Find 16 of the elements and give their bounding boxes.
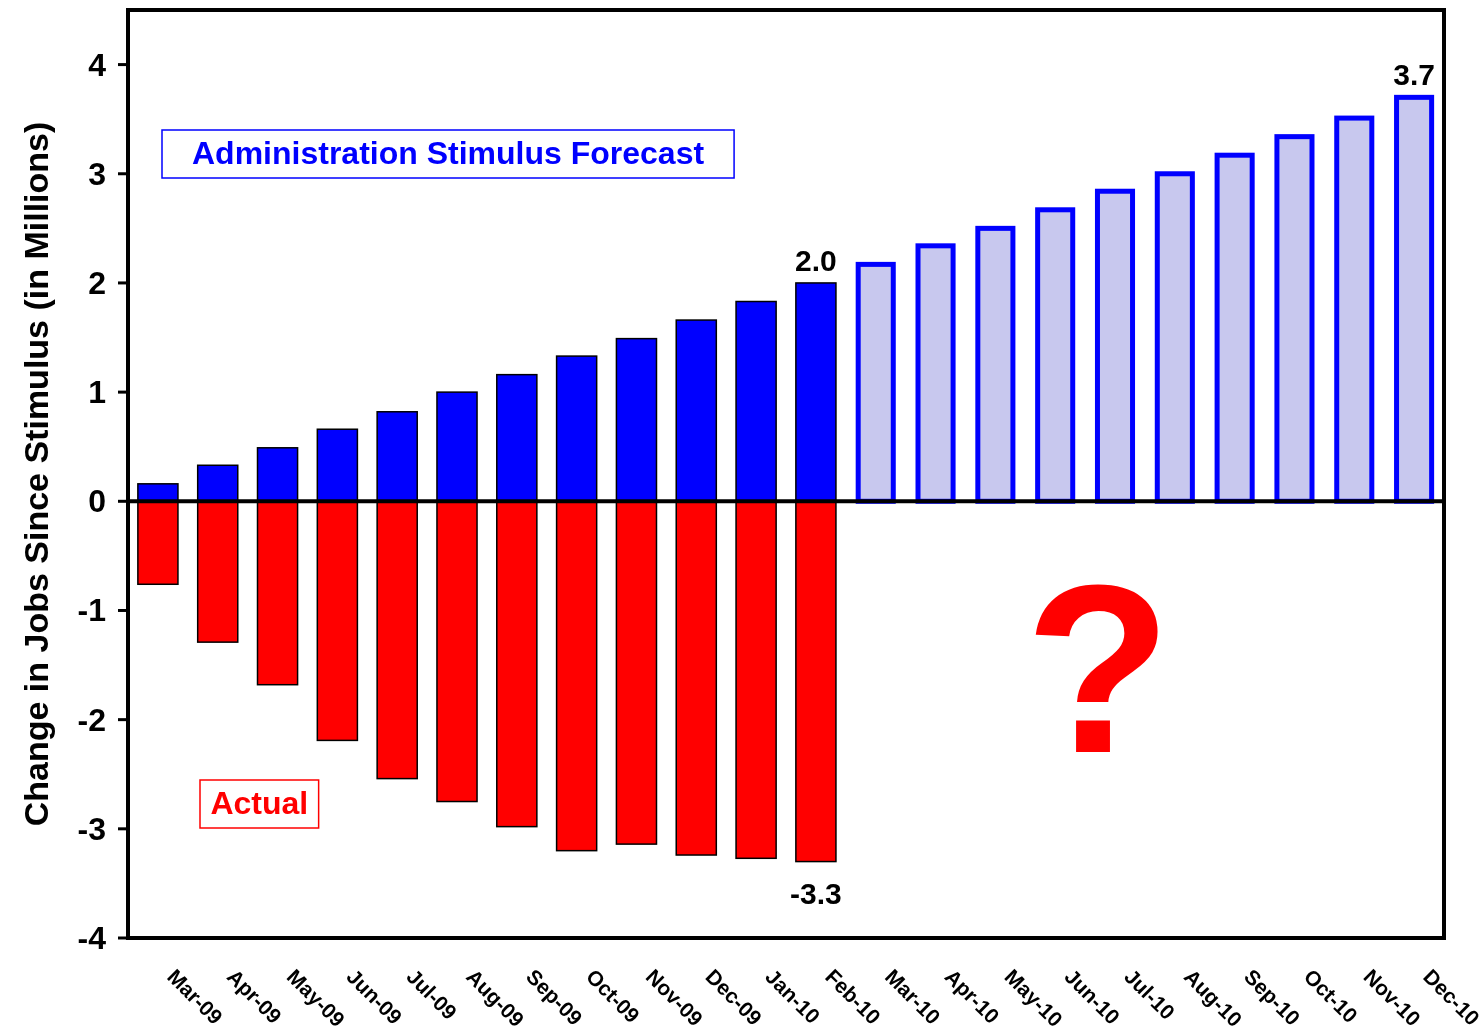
text: Administration Stimulus Forecast	[192, 135, 705, 171]
data-label: 2.0	[795, 243, 837, 277]
y-axis-title: Change in Jobs Since Stimulus (in Millions)	[17, 121, 55, 827]
y-tick-label: -1	[77, 592, 106, 629]
y-tick-label: 0	[88, 483, 106, 520]
y-tick-label: -3	[77, 810, 106, 847]
series-label: Actual	[210, 785, 309, 821]
data-label: 3.7	[1393, 58, 1435, 92]
annotation: ?	[1024, 535, 1172, 804]
y-tick-label: 2	[88, 264, 106, 301]
y-tick-label: 1	[88, 374, 106, 411]
y-tick-label: -4	[77, 920, 107, 956]
y-tick-label: 4	[88, 46, 107, 83]
y-tick-label: 3	[88, 155, 106, 192]
data-label: -3.3	[790, 876, 842, 910]
y-tick-label: -2	[77, 701, 106, 738]
